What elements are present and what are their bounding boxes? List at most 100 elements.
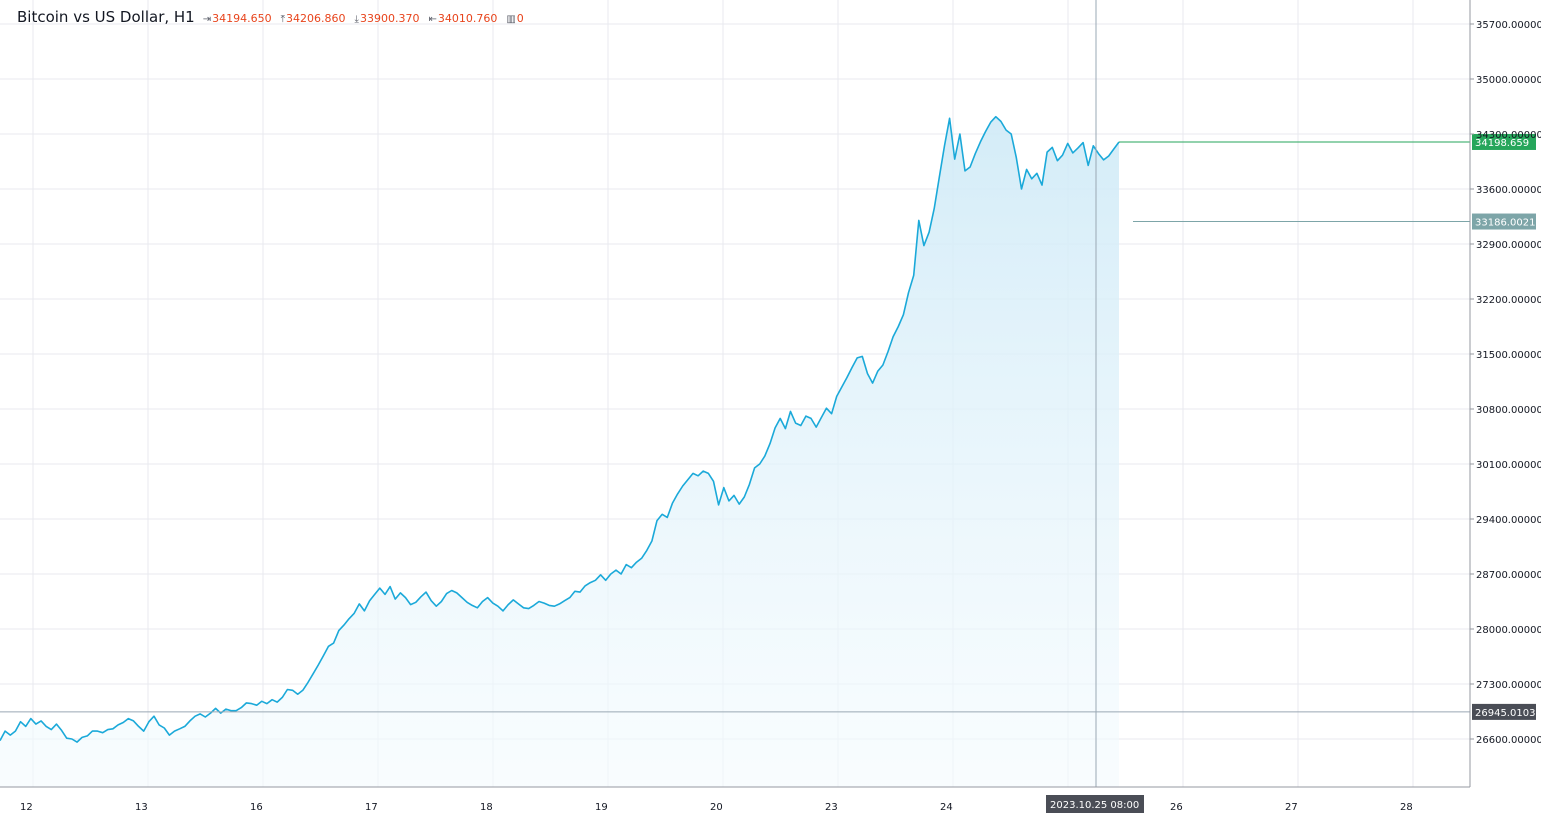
price-point xyxy=(246,702,247,703)
price-point xyxy=(759,463,760,464)
price-point xyxy=(641,558,642,559)
symbol-title: Bitcoin vs US Dollar, H1 xyxy=(17,8,195,26)
price-point xyxy=(621,573,622,574)
price-point xyxy=(102,732,103,733)
price-point xyxy=(877,371,878,372)
price-point xyxy=(913,275,914,276)
price-point xyxy=(739,504,740,505)
price-point xyxy=(415,602,416,603)
x-tick-label: 24 xyxy=(940,802,953,813)
price-point xyxy=(5,731,6,732)
price-area-fill xyxy=(0,116,1119,787)
price-area xyxy=(0,116,1119,787)
price-point xyxy=(579,592,580,593)
price-point xyxy=(698,475,699,476)
price-point xyxy=(975,153,976,154)
price-point xyxy=(328,646,329,647)
price-point xyxy=(143,731,144,732)
price-point xyxy=(1113,148,1114,149)
price-point xyxy=(985,131,986,132)
price-point xyxy=(343,625,344,626)
price-point xyxy=(1041,185,1042,186)
price-point xyxy=(482,601,483,602)
price-point xyxy=(590,582,591,583)
price-point xyxy=(61,730,62,731)
price-point xyxy=(379,588,380,589)
price-point xyxy=(780,418,781,419)
volume-bars-icon: ▥ xyxy=(506,14,516,25)
price-point xyxy=(35,724,36,725)
price-point xyxy=(559,603,560,604)
price-point xyxy=(923,245,924,246)
price-point xyxy=(821,417,822,418)
price-point xyxy=(492,603,493,604)
y-tick-label: 27300.00000 xyxy=(1476,680,1541,691)
price-point xyxy=(220,713,221,714)
price-point xyxy=(610,573,611,574)
price-point xyxy=(497,606,498,607)
price-point xyxy=(1000,121,1001,122)
price-point xyxy=(1103,159,1104,160)
price-point xyxy=(841,386,842,387)
level-price-tag xyxy=(1472,213,1536,230)
price-point xyxy=(867,373,868,374)
price-point xyxy=(159,724,160,725)
price-point xyxy=(1088,165,1089,166)
price-point xyxy=(1077,148,1078,149)
price-point xyxy=(1036,173,1037,174)
price-point xyxy=(713,481,714,482)
price-point xyxy=(934,208,935,209)
price-point xyxy=(810,418,811,419)
price-point xyxy=(256,705,257,706)
ohlc-volume: ▥ 0 xyxy=(506,12,523,25)
price-point xyxy=(585,585,586,586)
price-point xyxy=(528,608,529,609)
price-point xyxy=(636,562,637,563)
x-tick-label: 19 xyxy=(595,802,608,813)
price-point xyxy=(420,596,421,597)
y-tick-label: 34300.00000 xyxy=(1476,130,1541,141)
price-point xyxy=(1021,188,1022,189)
y-tick-label: 28700.00000 xyxy=(1476,570,1541,581)
price-point xyxy=(569,597,570,598)
price-point xyxy=(508,604,509,605)
crosshair-price-tag xyxy=(1472,703,1536,720)
price-point xyxy=(51,729,52,730)
level-price-label: 33186.0021 xyxy=(1475,218,1535,229)
price-point xyxy=(857,357,858,358)
price-point xyxy=(205,716,206,717)
price-point xyxy=(544,603,545,604)
price-point xyxy=(754,467,755,468)
price-point xyxy=(564,600,565,601)
price-point xyxy=(852,367,853,368)
price-point xyxy=(472,605,473,606)
price-point xyxy=(1083,142,1084,143)
price-point xyxy=(692,473,693,474)
price-point xyxy=(995,116,996,117)
price-point xyxy=(502,610,503,611)
ohlc-close-value: 34010.760 xyxy=(437,12,498,25)
x-tick-label: 27 xyxy=(1285,802,1298,813)
y-tick-label: 33600.00000 xyxy=(1476,185,1541,196)
price-point xyxy=(749,484,750,485)
price-point xyxy=(302,690,303,691)
x-tick-label: 17 xyxy=(365,802,378,813)
price-point xyxy=(723,487,724,488)
price-point xyxy=(929,232,930,233)
price-point xyxy=(272,699,273,700)
price-point xyxy=(359,603,360,604)
price-point xyxy=(1108,155,1109,156)
chart-header: Bitcoin vs US Dollar, H1 ⇥ 34194.650 ⤒ 3… xyxy=(17,8,524,26)
price-point xyxy=(677,493,678,494)
price-point xyxy=(169,735,170,736)
price-point xyxy=(282,697,283,698)
price-point xyxy=(805,416,806,417)
price-point xyxy=(97,731,98,732)
price-point xyxy=(990,122,991,123)
high-arrow-icon: ⤒ xyxy=(280,14,286,25)
price-point xyxy=(20,721,21,722)
